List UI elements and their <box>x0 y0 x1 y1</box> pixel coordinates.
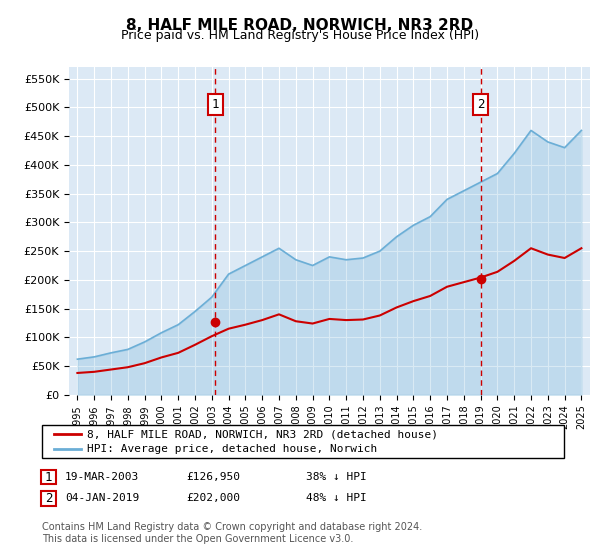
Text: Contains HM Land Registry data © Crown copyright and database right 2024.
This d: Contains HM Land Registry data © Crown c… <box>42 522 422 544</box>
Text: 1: 1 <box>45 470 52 484</box>
Text: 1: 1 <box>211 98 219 111</box>
Text: 48% ↓ HPI: 48% ↓ HPI <box>306 493 367 503</box>
Text: £202,000: £202,000 <box>186 493 240 503</box>
Text: 8, HALF MILE ROAD, NORWICH, NR3 2RD (detached house): 8, HALF MILE ROAD, NORWICH, NR3 2RD (det… <box>87 429 438 439</box>
Text: 8, HALF MILE ROAD, NORWICH, NR3 2RD: 8, HALF MILE ROAD, NORWICH, NR3 2RD <box>127 18 473 33</box>
Text: £126,950: £126,950 <box>186 472 240 482</box>
Text: 2: 2 <box>45 492 52 505</box>
Text: 04-JAN-2019: 04-JAN-2019 <box>65 493 139 503</box>
Text: HPI: Average price, detached house, Norwich: HPI: Average price, detached house, Norw… <box>87 445 377 454</box>
Text: 2: 2 <box>477 98 484 111</box>
Text: 38% ↓ HPI: 38% ↓ HPI <box>306 472 367 482</box>
Text: Price paid vs. HM Land Registry's House Price Index (HPI): Price paid vs. HM Land Registry's House … <box>121 29 479 42</box>
Text: 19-MAR-2003: 19-MAR-2003 <box>65 472 139 482</box>
